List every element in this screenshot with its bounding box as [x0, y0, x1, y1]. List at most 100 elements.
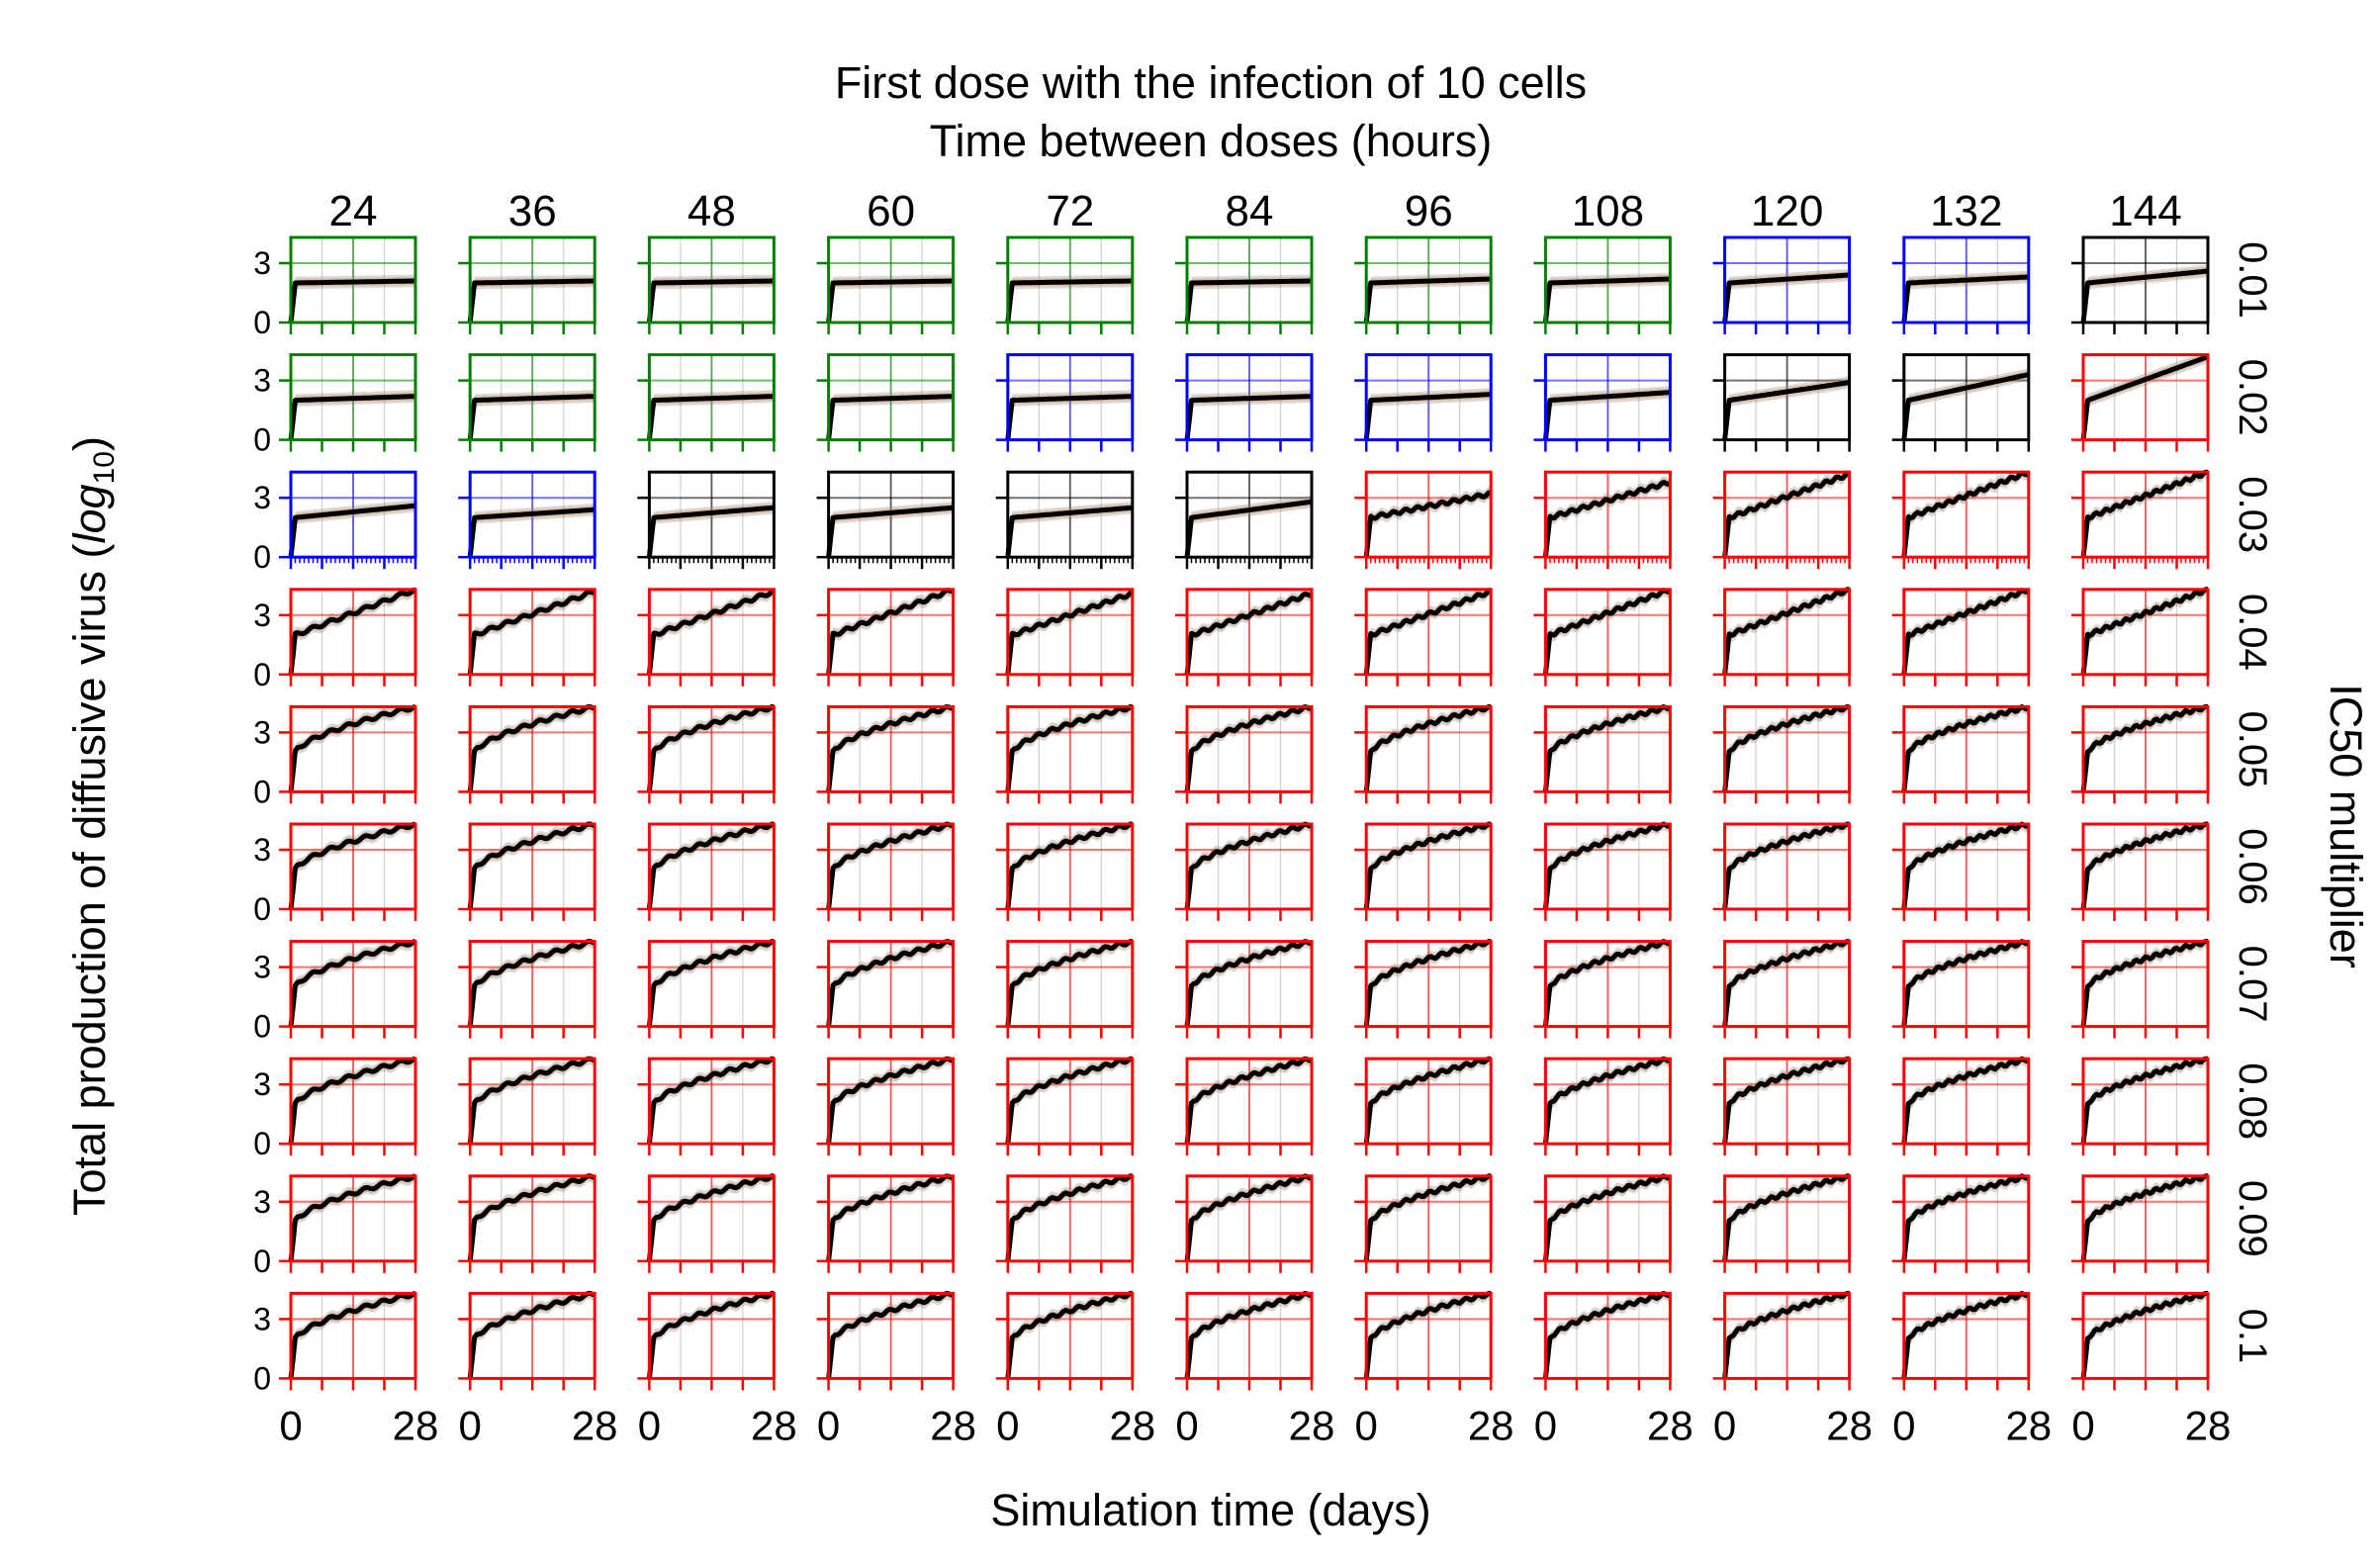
subplot-panel: [816, 1056, 956, 1156]
series-line: [1542, 703, 1672, 792]
subplot-panel: 03: [253, 821, 417, 927]
subplot-panel: [1712, 587, 1852, 687]
series-line: [467, 278, 595, 323]
series-line: [646, 505, 775, 558]
series-line: [2080, 1290, 2209, 1379]
column-label: 108: [1572, 187, 1644, 235]
uncertainty-band: [828, 706, 954, 792]
series-line: [1901, 470, 2031, 558]
column-label: 60: [867, 187, 915, 235]
subplot-panel: [458, 235, 596, 334]
subplot-panel: [1175, 1056, 1314, 1156]
subplot-panel: [458, 588, 596, 687]
subplot-panel: 0 28: [1712, 1290, 1873, 1448]
chart-subtitle: Time between doses (hours): [930, 116, 1493, 166]
subplot-panel: [458, 703, 596, 804]
ic50-axis-label: IC50 multiplier: [2321, 684, 2371, 968]
uncertainty-band: [1007, 390, 1133, 440]
series-line: [1363, 1056, 1492, 1145]
y-tick-label: 3: [253, 245, 271, 281]
uncertainty-band: [1007, 1293, 1133, 1379]
series-line: [826, 505, 954, 558]
series-line: [1542, 1056, 1672, 1145]
series-line: [288, 1056, 416, 1145]
subplot-panel: [1891, 1173, 2031, 1273]
uncertainty-band: [828, 1293, 954, 1379]
series-line: [1005, 589, 1135, 676]
uncertainty-band: [649, 274, 775, 322]
series-line: [1184, 703, 1313, 792]
series-line: [1005, 1173, 1133, 1262]
series-line: [1363, 703, 1492, 792]
subplot-panel: [637, 703, 776, 804]
x-tick-label: 28: [1826, 1402, 1873, 1448]
series-line: [288, 1290, 416, 1379]
uncertainty-band: [1007, 824, 1133, 909]
subplot-panel: [995, 353, 1135, 452]
series-line: [1184, 1173, 1313, 1262]
subplot-panel: [1354, 1056, 1493, 1156]
series-line: [288, 587, 416, 676]
series-line: [288, 394, 416, 440]
subplot-panel: [2071, 1173, 2210, 1273]
subplot-panel: [1354, 1173, 1493, 1273]
series-line: [467, 703, 595, 792]
subplot-panel: [458, 1173, 596, 1273]
x-tick-label: 0: [817, 1402, 840, 1448]
uncertainty-band: [828, 390, 954, 440]
series-line: [1542, 390, 1671, 440]
subplot-panel: [1533, 703, 1672, 804]
subplot-panel: [2071, 469, 2210, 570]
x-tick-label: 0: [1892, 1402, 1915, 1448]
series-line: [1005, 505, 1134, 558]
series-line: [288, 503, 416, 558]
series-line: [646, 939, 775, 1027]
column-label: 144: [2109, 187, 2181, 235]
column-label: 24: [329, 187, 378, 235]
series-line: [1901, 939, 2031, 1027]
subplot-panel: [1891, 939, 2031, 1039]
series-line: [467, 589, 595, 676]
series-line: [1901, 1056, 2031, 1145]
subplot-panel: 03: [253, 703, 417, 809]
y-tick-label: 3: [253, 480, 271, 515]
subplot-panel: [1175, 588, 1314, 687]
series-line: [2080, 821, 2209, 910]
y-tick-label: 0: [253, 1360, 271, 1396]
uncertainty-band: [2083, 1059, 2208, 1145]
x-tick-label: 0: [1534, 1402, 1557, 1448]
subplot-panel: 0 28: [995, 1290, 1155, 1448]
series-line: [646, 1173, 775, 1262]
subplot-panel: [816, 353, 956, 452]
subplot-panel: [637, 235, 776, 334]
subplot-panel: [637, 939, 776, 1039]
uncertainty-band: [1007, 589, 1133, 675]
subplot-panel: 0 28: [458, 1290, 618, 1448]
y-tick-label: 3: [253, 714, 271, 750]
series-line: [1005, 1290, 1133, 1379]
uncertainty-band: [1007, 1175, 1133, 1261]
subplot-panel: [2071, 353, 2210, 452]
subplot-panel: [2071, 587, 2210, 687]
series-line: [1722, 1290, 1850, 1379]
uncertainty-band: [2083, 941, 2208, 1027]
series-line: [467, 394, 595, 440]
subplot-panel: [1533, 821, 1672, 921]
series-line: [288, 1173, 416, 1262]
series-line: [1901, 274, 2030, 323]
subplot-panel: 03: [253, 235, 417, 340]
uncertainty-band: [1903, 368, 2029, 440]
subplot-panel: [1533, 235, 1672, 334]
x-tick-label: 0: [279, 1402, 302, 1448]
series-line: [1722, 821, 1850, 910]
series-line: [467, 939, 595, 1027]
subplot-panel: [816, 703, 956, 804]
x-tick-label: 28: [2185, 1402, 2232, 1448]
subplot-panel: [1354, 353, 1493, 452]
subplot-panel: [816, 939, 956, 1039]
chart-title: First dose with the infection of 10 cell…: [835, 57, 1587, 108]
row-label: 0.01: [2231, 241, 2274, 319]
uncertainty-band: [1724, 376, 1850, 440]
subplot-panel: 03: [253, 1056, 417, 1161]
y-tick-label: 0: [253, 422, 271, 458]
